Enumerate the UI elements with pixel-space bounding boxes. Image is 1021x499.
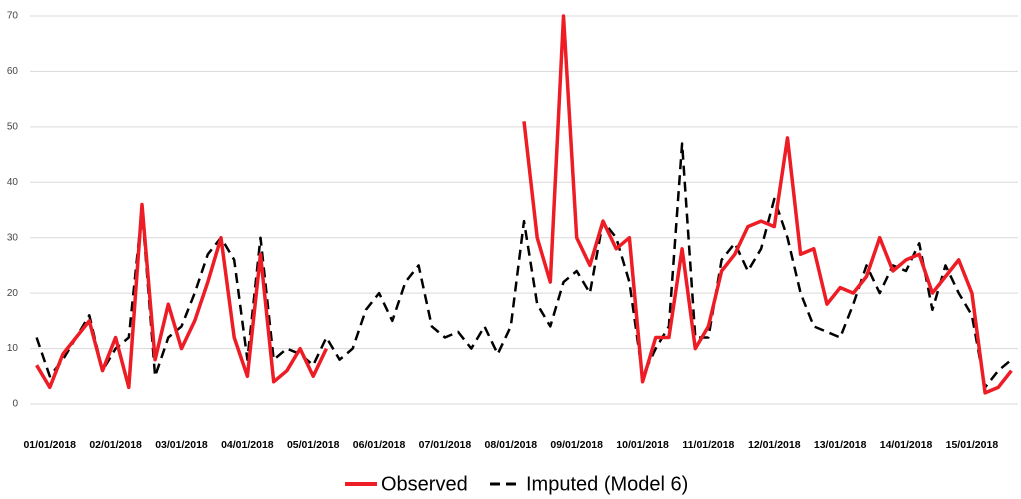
series-line [35,142,1013,389]
y-tick-label: 30 [7,232,19,243]
y-tick-label: 50 [7,121,19,132]
x-tick-label: 10/01/2018 [616,439,669,451]
x-tick-label: 03/01/2018 [155,439,208,451]
series-line [35,14,1013,395]
x-tick-label: 12/01/2018 [748,439,801,451]
y-tick-label: 40 [7,177,19,188]
x-tick-label: 15/01/2018 [946,439,999,451]
x-tick-label: 09/01/2018 [550,439,603,451]
y-tick-label: 60 [7,66,19,77]
x-tick-label: 11/01/2018 [682,439,734,451]
x-tick-label: 07/01/2018 [419,439,472,451]
x-tick-label: 02/01/2018 [89,439,142,451]
x-tick-label: 06/01/2018 [353,439,406,451]
x-tick-label: 08/01/2018 [485,439,538,451]
legend-label: Observed [381,473,468,495]
x-tick-label: 01/01/2018 [23,439,76,451]
x-tick-label: 04/01/2018 [221,439,274,451]
y-tick-label: 10 [7,343,19,354]
x-tick-label: 14/01/2018 [880,439,933,451]
x-tick-label: 13/01/2018 [814,439,867,451]
x-tick-label: 05/01/2018 [287,439,340,451]
y-tick-label: 70 [7,11,19,22]
legend-label: Imputed (Model 6) [526,473,688,495]
y-tick-label: 20 [7,288,19,299]
y-tick-label: 0 [12,399,18,410]
